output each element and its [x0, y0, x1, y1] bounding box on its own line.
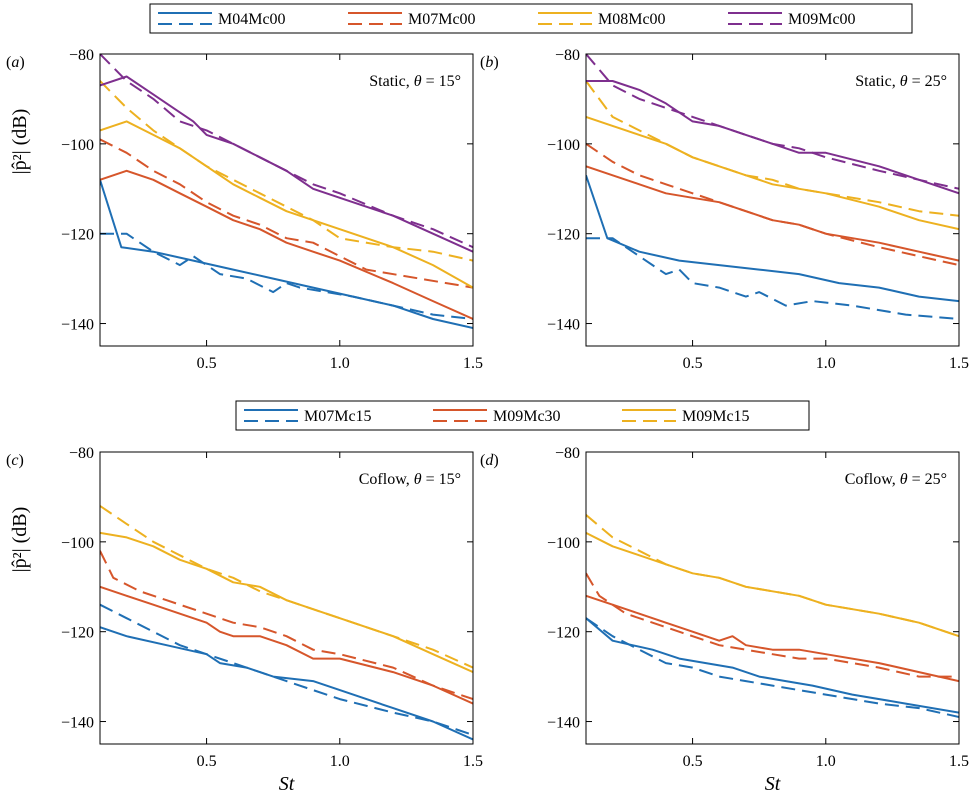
x-tick-label: 1.0 [330, 355, 350, 372]
x-tick-label: 1.5 [949, 355, 969, 372]
legend-label: M08Mc00 [598, 11, 666, 28]
series-line-m09mc30-dashed [586, 572, 959, 678]
legend-entry-m04mc00: M04Mc00 [158, 11, 286, 28]
x-axis-label: St [279, 773, 295, 795]
panel-annotation: Coflow, θ = 25° [845, 471, 947, 488]
legend-label: M09Mc15 [682, 408, 750, 425]
legend-bottom: M07Mc15 M09Mc30 M09Mc15 [235, 400, 810, 431]
y-tick-label: −140 [547, 715, 580, 732]
series-line-m09mc15-dashed [586, 514, 959, 638]
panel-b: 0.5 1.0 1.5 −80 −100 −120 −140 (b) Static, θ = 2… [480, 47, 969, 372]
series-line-m08mc00-dashed [100, 80, 473, 262]
y-tick-label: −80 [555, 445, 580, 462]
legend-frame [235, 400, 810, 431]
series-line-m04mc00-solid [100, 179, 473, 329]
legend-entry-m09mc00: M09Mc00 [728, 11, 856, 28]
axes-box [585, 451, 960, 745]
panel-letter: (d) [480, 452, 499, 469]
x-tick-label: 1.0 [330, 753, 350, 770]
panel-letter: (a) [6, 54, 25, 71]
series-line-m09mc30-dashed [100, 550, 473, 701]
legend-entry-m07mc15: M07Mc15 [244, 408, 372, 425]
panel-c: 0.5 1.0 1.5 −80 −100 −120 −140 (c) Coflow, θ = 1… [6, 445, 483, 795]
panel-a: 0.5 1.0 1.5 −80 −100 −120 −140 (a) Static, θ = 1… [6, 47, 483, 372]
y-tick-label: −80 [69, 445, 94, 462]
series-line-m04mc00-solid [586, 174, 959, 303]
series-group [586, 514, 959, 718]
y-tick-label: −100 [547, 535, 580, 552]
panel-annotation: Static, θ = 15° [369, 73, 461, 90]
series-line-m09mc00-dashed [586, 54, 959, 190]
y-axis-label: |p̂²| (dB) [9, 507, 31, 573]
y-tick-label: −80 [555, 47, 580, 64]
series-line-m04mc00-dashed [100, 232, 473, 320]
y-tick-label: −100 [547, 137, 580, 154]
series-line-m09mc30-solid [100, 585, 473, 705]
axes-box [99, 451, 474, 745]
x-tick-label: 1.0 [816, 355, 836, 372]
series-line-m07mc00-dashed [586, 142, 959, 267]
legend-entry-m09mc30: M09Mc30 [433, 408, 561, 425]
series-group [100, 54, 473, 329]
y-tick-label: −140 [61, 715, 94, 732]
legend-entry-m07mc00: M07Mc00 [348, 11, 476, 28]
panel-letter: (c) [6, 452, 24, 469]
series-line-m09mc30-solid [586, 594, 959, 683]
y-tick-label: −80 [69, 47, 94, 64]
y-tick-label: −120 [61, 227, 94, 244]
y-tick-label: −120 [61, 625, 94, 642]
legend-label: M09Mc30 [493, 408, 561, 425]
x-tick-label: 1.5 [463, 355, 483, 372]
axes-box [585, 53, 960, 347]
series-group [586, 54, 959, 320]
x-tick-label: 1.5 [463, 753, 483, 770]
legend-label: M07Mc15 [304, 408, 372, 425]
x-axis-label: St [765, 773, 781, 795]
series-group [100, 505, 473, 741]
legend-label: M07Mc00 [408, 11, 476, 28]
series-line-m09mc15-solid [100, 531, 473, 674]
panel-annotation: Static, θ = 25° [855, 73, 947, 90]
x-tick-label: 0.5 [683, 355, 703, 372]
panel-letter: (b) [480, 54, 499, 71]
legend-label: M09Mc00 [788, 11, 856, 28]
series-line-m07mc00-dashed [100, 138, 473, 289]
axes-box [99, 53, 474, 347]
legend-entry-m09mc15: M09Mc15 [622, 408, 750, 425]
series-line-m08mc00-solid [586, 115, 959, 231]
series-line-m07mc15-solid [586, 617, 959, 714]
series-line-m08mc00-dashed [586, 80, 959, 217]
series-line-m07mc15-dashed [100, 603, 473, 736]
y-axis-label: |p̂²| (dB) [9, 109, 31, 175]
x-tick-label: 1.5 [949, 753, 969, 770]
x-tick-label: 0.5 [683, 753, 703, 770]
legend-frame [149, 3, 913, 34]
y-tick-label: −100 [61, 137, 94, 154]
y-tick-label: −120 [547, 227, 580, 244]
series-line-m09mc00-solid [100, 75, 473, 253]
panel-annotation: Coflow, θ = 15° [359, 471, 461, 488]
series-line-m09mc15-dashed [100, 505, 473, 669]
panel-d: 0.5 1.0 1.5 −80 −100 −120 −140 (d) Coflow, θ = 2… [480, 445, 969, 795]
legend-entry-m08mc00: M08Mc00 [538, 11, 666, 28]
series-line-m04mc00-dashed [586, 237, 959, 320]
x-tick-label: 0.5 [197, 355, 217, 372]
series-line-m08mc00-solid [100, 120, 473, 289]
series-line-m09mc00-dashed [100, 54, 473, 249]
series-line-m09mc00-solid [586, 80, 959, 195]
x-tick-label: 0.5 [197, 753, 217, 770]
y-tick-label: −120 [547, 625, 580, 642]
series-line-m09mc15-solid [586, 532, 959, 638]
panels: 0.5 1.0 1.5 −80 −100 −120 −140 (a) Static, θ = 1… [6, 47, 969, 795]
x-tick-label: 1.0 [816, 753, 836, 770]
y-tick-label: −140 [547, 317, 580, 334]
legend-top: M04Mc00 M07Mc00 M08Mc00 M09Mc00 [149, 3, 913, 34]
series-line-m07mc00-solid [100, 169, 473, 320]
legend-label: M04Mc00 [218, 11, 286, 28]
y-tick-label: −100 [61, 535, 94, 552]
series-line-m07mc15-dashed [586, 617, 959, 718]
y-tick-label: −140 [61, 317, 94, 334]
